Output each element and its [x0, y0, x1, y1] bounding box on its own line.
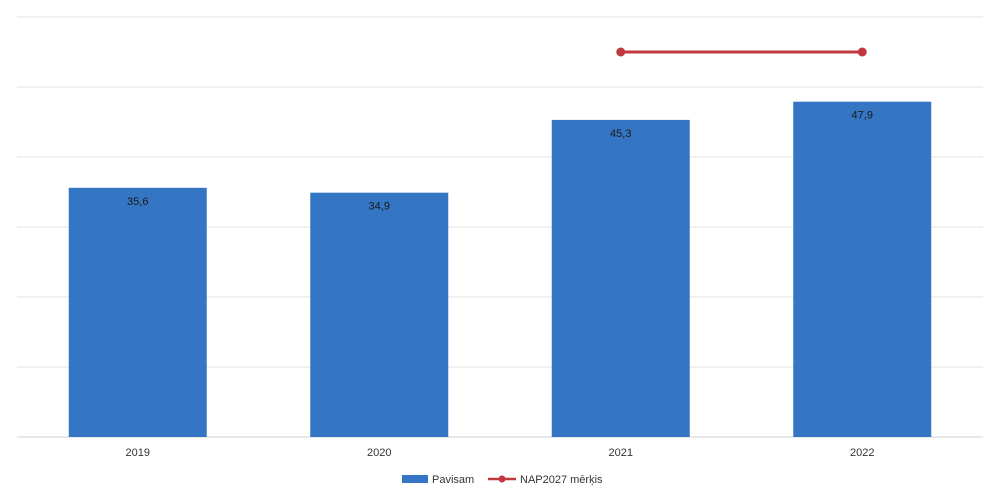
- legend-swatch-pavisam: [402, 475, 428, 483]
- nap2027-target-marker: [857, 47, 867, 57]
- x-tick-label-2020: 2020: [367, 447, 391, 459]
- bar-2021: [551, 119, 690, 438]
- x-tick-label-2021: 2021: [609, 447, 633, 459]
- data-label-2022: 47,9: [852, 110, 873, 122]
- nap2027-target-marker: [616, 47, 626, 57]
- data-labels: 35,6 34,9 45,3 47,9: [127, 110, 873, 213]
- x-tick-label-2019: 2019: [126, 447, 150, 459]
- data-label-2020: 34,9: [369, 201, 390, 213]
- legend: Pavisam NAP2027 mērķis: [402, 474, 603, 486]
- x-tick-label-2022: 2022: [850, 447, 874, 459]
- data-label-2019: 35,6: [127, 196, 148, 208]
- bar-2019: [68, 187, 207, 437]
- legend-label-pavisam: Pavisam: [432, 474, 474, 486]
- x-axis: 2019 2020 2021 2022: [126, 447, 875, 459]
- bars: [68, 101, 932, 438]
- legend-marker-nap2027: [498, 475, 506, 483]
- data-label-2021: 45,3: [610, 128, 631, 140]
- bar-2022: [793, 101, 932, 437]
- legend-label-nap2027: NAP2027 mērķis: [520, 474, 603, 486]
- bar-2020: [310, 192, 449, 437]
- target-line: [616, 47, 867, 57]
